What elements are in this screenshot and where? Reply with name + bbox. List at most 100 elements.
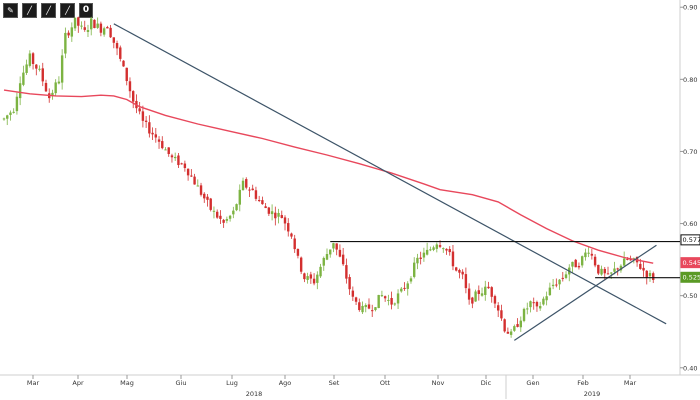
candle-body: [70, 27, 74, 37]
candle-body: [199, 185, 203, 195]
candle-body: [287, 223, 290, 232]
candle-body: [606, 273, 610, 275]
candle-body: [461, 271, 464, 275]
candle-body: [564, 274, 568, 278]
candle-body: [215, 211, 219, 218]
candle-body: [645, 270, 648, 278]
candle-body: [422, 252, 426, 258]
candle-body: [112, 37, 116, 43]
candle-body: [542, 298, 545, 305]
candle-body: [203, 193, 206, 199]
candle-body: [219, 215, 222, 219]
candle-body: [551, 284, 555, 287]
trendline: [113, 23, 667, 325]
candle-body: [639, 263, 642, 269]
candle-body: [425, 249, 429, 255]
candle-body: [332, 243, 335, 249]
candle-body: [451, 251, 455, 267]
candle-body: [31, 53, 35, 64]
candle-body: [170, 155, 174, 158]
draw-line-icon[interactable]: ╱: [41, 3, 56, 18]
candle-body: [477, 290, 481, 294]
candle-body: [400, 288, 403, 292]
candle-body: [341, 254, 345, 265]
candle-body: [522, 308, 526, 321]
pencil-icon[interactable]: ✎: [3, 3, 18, 18]
draw-line-icon[interactable]: ╱: [22, 3, 37, 18]
candle-body: [299, 257, 303, 272]
y-tick-label: 0.80: [683, 76, 697, 84]
candle-body: [251, 188, 254, 191]
candle-body: [652, 273, 655, 280]
candle-body: [306, 276, 309, 280]
y-tick-label: 0.60: [683, 220, 697, 228]
candle-body: [358, 302, 361, 311]
candle-body: [380, 295, 384, 297]
price-badge-label: 0.5255: [683, 274, 700, 282]
candle-body: [270, 211, 274, 215]
candle-body: [532, 302, 535, 304]
candle-body: [467, 288, 471, 300]
candle-body: [377, 294, 380, 309]
price-badge-label: 0.5774: [683, 236, 700, 244]
candle-body: [484, 286, 487, 296]
candle-body: [38, 68, 41, 70]
candle-body: [241, 180, 245, 191]
candle-body: [90, 18, 93, 30]
candle-body: [529, 301, 532, 308]
candle-body: [396, 293, 400, 304]
candle-body: [232, 210, 235, 215]
candle-body: [60, 55, 64, 83]
candle-body: [500, 310, 503, 319]
price-badge: [680, 234, 700, 246]
candle-body: [12, 111, 15, 113]
candle-body: [18, 83, 22, 99]
price-badge: [680, 271, 700, 283]
candle-body: [212, 210, 216, 212]
trendline: [514, 244, 657, 341]
candle-body: [338, 249, 342, 257]
candle-body: [173, 156, 177, 159]
x-tick-label: Nov: [432, 379, 445, 387]
candle-body: [25, 64, 28, 73]
candle-body: [2, 118, 6, 120]
candle-body: [144, 120, 148, 122]
candle-body: [367, 304, 371, 309]
candle-body: [77, 17, 80, 26]
candle-body: [613, 268, 616, 272]
candle-body: [519, 320, 522, 328]
candle-body: [416, 257, 419, 264]
draw-line-icon[interactable]: ╱: [60, 3, 75, 18]
candle-body: [584, 252, 587, 258]
candle-body: [403, 287, 406, 289]
candle-body: [151, 132, 154, 135]
candle-body: [141, 111, 145, 121]
candle-body: [177, 155, 180, 166]
candle-body: [41, 68, 44, 82]
candle-body: [180, 163, 183, 165]
candle-body: [474, 291, 477, 302]
candle-body: [490, 287, 493, 297]
candle-body: [545, 296, 548, 301]
candle-body: [383, 296, 387, 299]
candle-body: [406, 283, 409, 289]
candle-body: [493, 296, 497, 304]
candle-body: [290, 233, 293, 237]
candle-body: [83, 27, 86, 30]
candle-body: [296, 248, 300, 256]
candle-body: [193, 176, 196, 185]
candle-body: [157, 139, 161, 142]
x-tick-label: Giu: [176, 379, 187, 387]
candle-body: [57, 81, 61, 84]
candle-body: [390, 297, 393, 305]
candle-body: [548, 287, 552, 296]
candle-body: [364, 305, 367, 308]
zero-button[interactable]: 0: [79, 3, 93, 18]
candle-body: [413, 262, 416, 277]
candle-body: [371, 310, 374, 312]
candle-body: [148, 122, 151, 134]
candle-body: [648, 273, 652, 277]
candle-body: [138, 108, 141, 112]
candle-body: [261, 200, 264, 205]
